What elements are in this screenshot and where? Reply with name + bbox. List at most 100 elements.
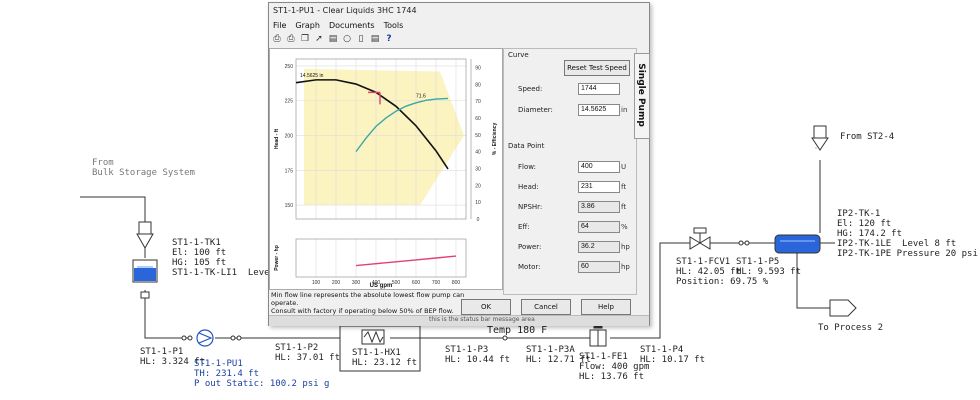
- npshr-unit: ft: [621, 203, 627, 211]
- power-field: 36.2: [578, 241, 620, 253]
- motor-unit: hp: [621, 263, 630, 271]
- datapoint-group-label: Data Point: [508, 142, 545, 150]
- x-tick-label: 800: [452, 280, 461, 286]
- diameter-label: Diameter:: [518, 106, 553, 114]
- heat-exchanger-icon: [361, 329, 385, 345]
- curve-group-label: Curve: [508, 51, 529, 59]
- process-connector-icon: [829, 299, 857, 317]
- pipe-p5-label[interactable]: ST1-1-P5 HL: 9.593 ft: [736, 257, 802, 277]
- pipe-to-process: [796, 253, 830, 309]
- y-axis-label: Head - ft: [274, 129, 280, 149]
- help-button[interactable]: Help: [581, 299, 631, 315]
- pump-icon: [196, 329, 214, 347]
- help-icon[interactable]: ?: [386, 34, 392, 44]
- flow-field[interactable]: 400: [578, 161, 620, 173]
- dialog-menubar: File Graph Documents Tools: [273, 21, 403, 30]
- x-axis-label: US gpm: [370, 283, 393, 289]
- speed-field[interactable]: 1744: [578, 83, 620, 95]
- diameter-field[interactable]: 14.5625: [578, 104, 620, 116]
- diameter-unit: in: [621, 106, 628, 114]
- curve-label: 14.5625 in: [300, 73, 324, 79]
- power-unit: hp: [621, 243, 630, 251]
- min-flow-note: Min flow line represents the absolute lo…: [271, 291, 471, 315]
- speed-label: Speed:: [518, 85, 543, 93]
- single-pump-tab[interactable]: Single Pump: [634, 53, 650, 139]
- menu-file[interactable]: File: [273, 21, 287, 30]
- npshr-label: NPSHr:: [518, 203, 543, 211]
- series-line-1: [355, 97, 449, 153]
- note-line-1: Min flow line represents the absolute lo…: [271, 291, 465, 307]
- tank1-icon: [132, 259, 158, 283]
- y2-axis-label: % - Efficiency: [492, 123, 498, 156]
- export-icon[interactable]: ➚: [315, 34, 323, 44]
- y2-tick-label: 40: [475, 150, 481, 156]
- globe-icon[interactable]: ○: [343, 34, 351, 44]
- dialog-toolbar: ⎙ ⎙ ❐ ➚ ▤ ○ ▯ ▤ ?: [271, 33, 421, 47]
- eff-field: 64: [578, 221, 620, 233]
- flow-element-icon: [589, 323, 607, 347]
- tank2-label[interactable]: IP2-TK-1 El: 120 ft HG: 174.2 ft IP2-TK-…: [837, 209, 978, 259]
- chart-icon[interactable]: ▤: [328, 34, 338, 44]
- y2-tick-label: 10: [475, 200, 481, 206]
- y2-tick-label: 50: [475, 133, 481, 139]
- y2-tick-label: 20: [475, 183, 481, 189]
- flow-element-label[interactable]: ST1-1-FE1 Flow: 400 gpm HL: 13.76 ft: [579, 352, 650, 382]
- menu-graph[interactable]: Graph: [295, 21, 320, 30]
- x-tick-label: 400: [372, 280, 381, 286]
- hx1-label[interactable]: ST1-1-HX1 HL: 23.12 ft: [352, 348, 418, 368]
- from-bulk-label: From Bulk Storage System: [92, 158, 195, 178]
- pump-settings-panel: Curve Reset Test Speed Speed: 1744 Diame…: [503, 48, 637, 295]
- npshr-field: 3.86: [578, 201, 620, 213]
- status-bar: this is the status bar message area: [269, 315, 649, 326]
- print-preview-icon[interactable]: ⎙: [287, 34, 295, 44]
- flow-label: Flow:: [518, 163, 536, 171]
- pump-curve-plot[interactable]: 100 200 300 400 500 600 700 800 150 175 200 225 250 0…: [269, 48, 503, 290]
- dialog-title: ST1-1-PU1 - Clear Liquids 3HC 1744: [273, 6, 417, 15]
- control-valve-label[interactable]: ST1-1-FCV1 HL: 42.05 ft Position: 69.75 …: [676, 257, 769, 287]
- to-process-label: To Process 2: [818, 323, 884, 333]
- pipe-from-bulk: [80, 196, 146, 225]
- power-frame: [295, 238, 467, 278]
- y-tick-label: 200: [285, 134, 294, 140]
- bep-label: 71.6: [416, 94, 426, 100]
- document-icon[interactable]: ▯: [358, 34, 364, 44]
- pipe-p4: [610, 242, 690, 339]
- pipe-p3-label[interactable]: ST1-1-P3 HL: 10.44 ft: [445, 345, 511, 365]
- print-icon[interactable]: ⎙: [273, 34, 281, 44]
- pump-label[interactable]: ST1-1-PU1 TH: 231.4 ft P out Static: 100…: [194, 359, 330, 389]
- temp-label: Temp 180 F: [487, 325, 548, 336]
- x-tick-label: 700: [432, 280, 441, 286]
- menu-tools[interactable]: Tools: [383, 21, 404, 30]
- y2-tick-label: 60: [475, 116, 481, 122]
- y-tick-label: 175: [285, 168, 294, 174]
- hx1-frame: [339, 325, 421, 372]
- pipe-p1-label[interactable]: ST1-1-P1 HL: 3.324 ft: [140, 347, 206, 367]
- pipe-p4-label[interactable]: ST1-1-P4 HL: 10.17 ft: [640, 345, 706, 365]
- x-tick-label: 500: [392, 280, 401, 286]
- menu-documents[interactable]: Documents: [328, 21, 375, 30]
- motor-label: Motor:: [518, 263, 541, 271]
- copy-icon[interactable]: ❐: [300, 34, 310, 44]
- flow-unit: U: [621, 163, 627, 171]
- y2-tick-label: 70: [475, 99, 481, 105]
- cancel-button[interactable]: Cancel: [521, 299, 571, 315]
- x-tick-label: 100: [312, 280, 321, 286]
- pipe-p2-label[interactable]: ST1-1-P2 HL: 37.01 ft: [275, 343, 341, 363]
- single-pump-tab-label: Single Pump: [635, 63, 646, 127]
- notes-icon[interactable]: ▤: [370, 34, 380, 44]
- st2-connector-icon: [811, 125, 829, 151]
- note-line-2: Consult with factory if operating below …: [271, 307, 454, 315]
- tank2-icon: [774, 234, 821, 254]
- y2-tick-label: 0: [477, 217, 480, 223]
- y2-tick-label: 80: [475, 82, 481, 88]
- ok-button[interactable]: OK: [461, 299, 511, 315]
- pump-curve-dialog[interactable]: ST1-1-PU1 - Clear Liquids 3HC 1744 File …: [268, 2, 650, 326]
- status-text: this is the status bar message area: [429, 316, 535, 323]
- x-tick-label: 600: [412, 280, 421, 286]
- y-tick-label: 225: [285, 99, 294, 105]
- head-unit: ft: [621, 183, 627, 191]
- reset-test-speed-button[interactable]: Reset Test Speed: [564, 60, 630, 76]
- pipe-p3a-label[interactable]: ST1-1-P3A HL: 12.71 ft: [526, 345, 592, 365]
- head-field[interactable]: 231: [578, 181, 620, 193]
